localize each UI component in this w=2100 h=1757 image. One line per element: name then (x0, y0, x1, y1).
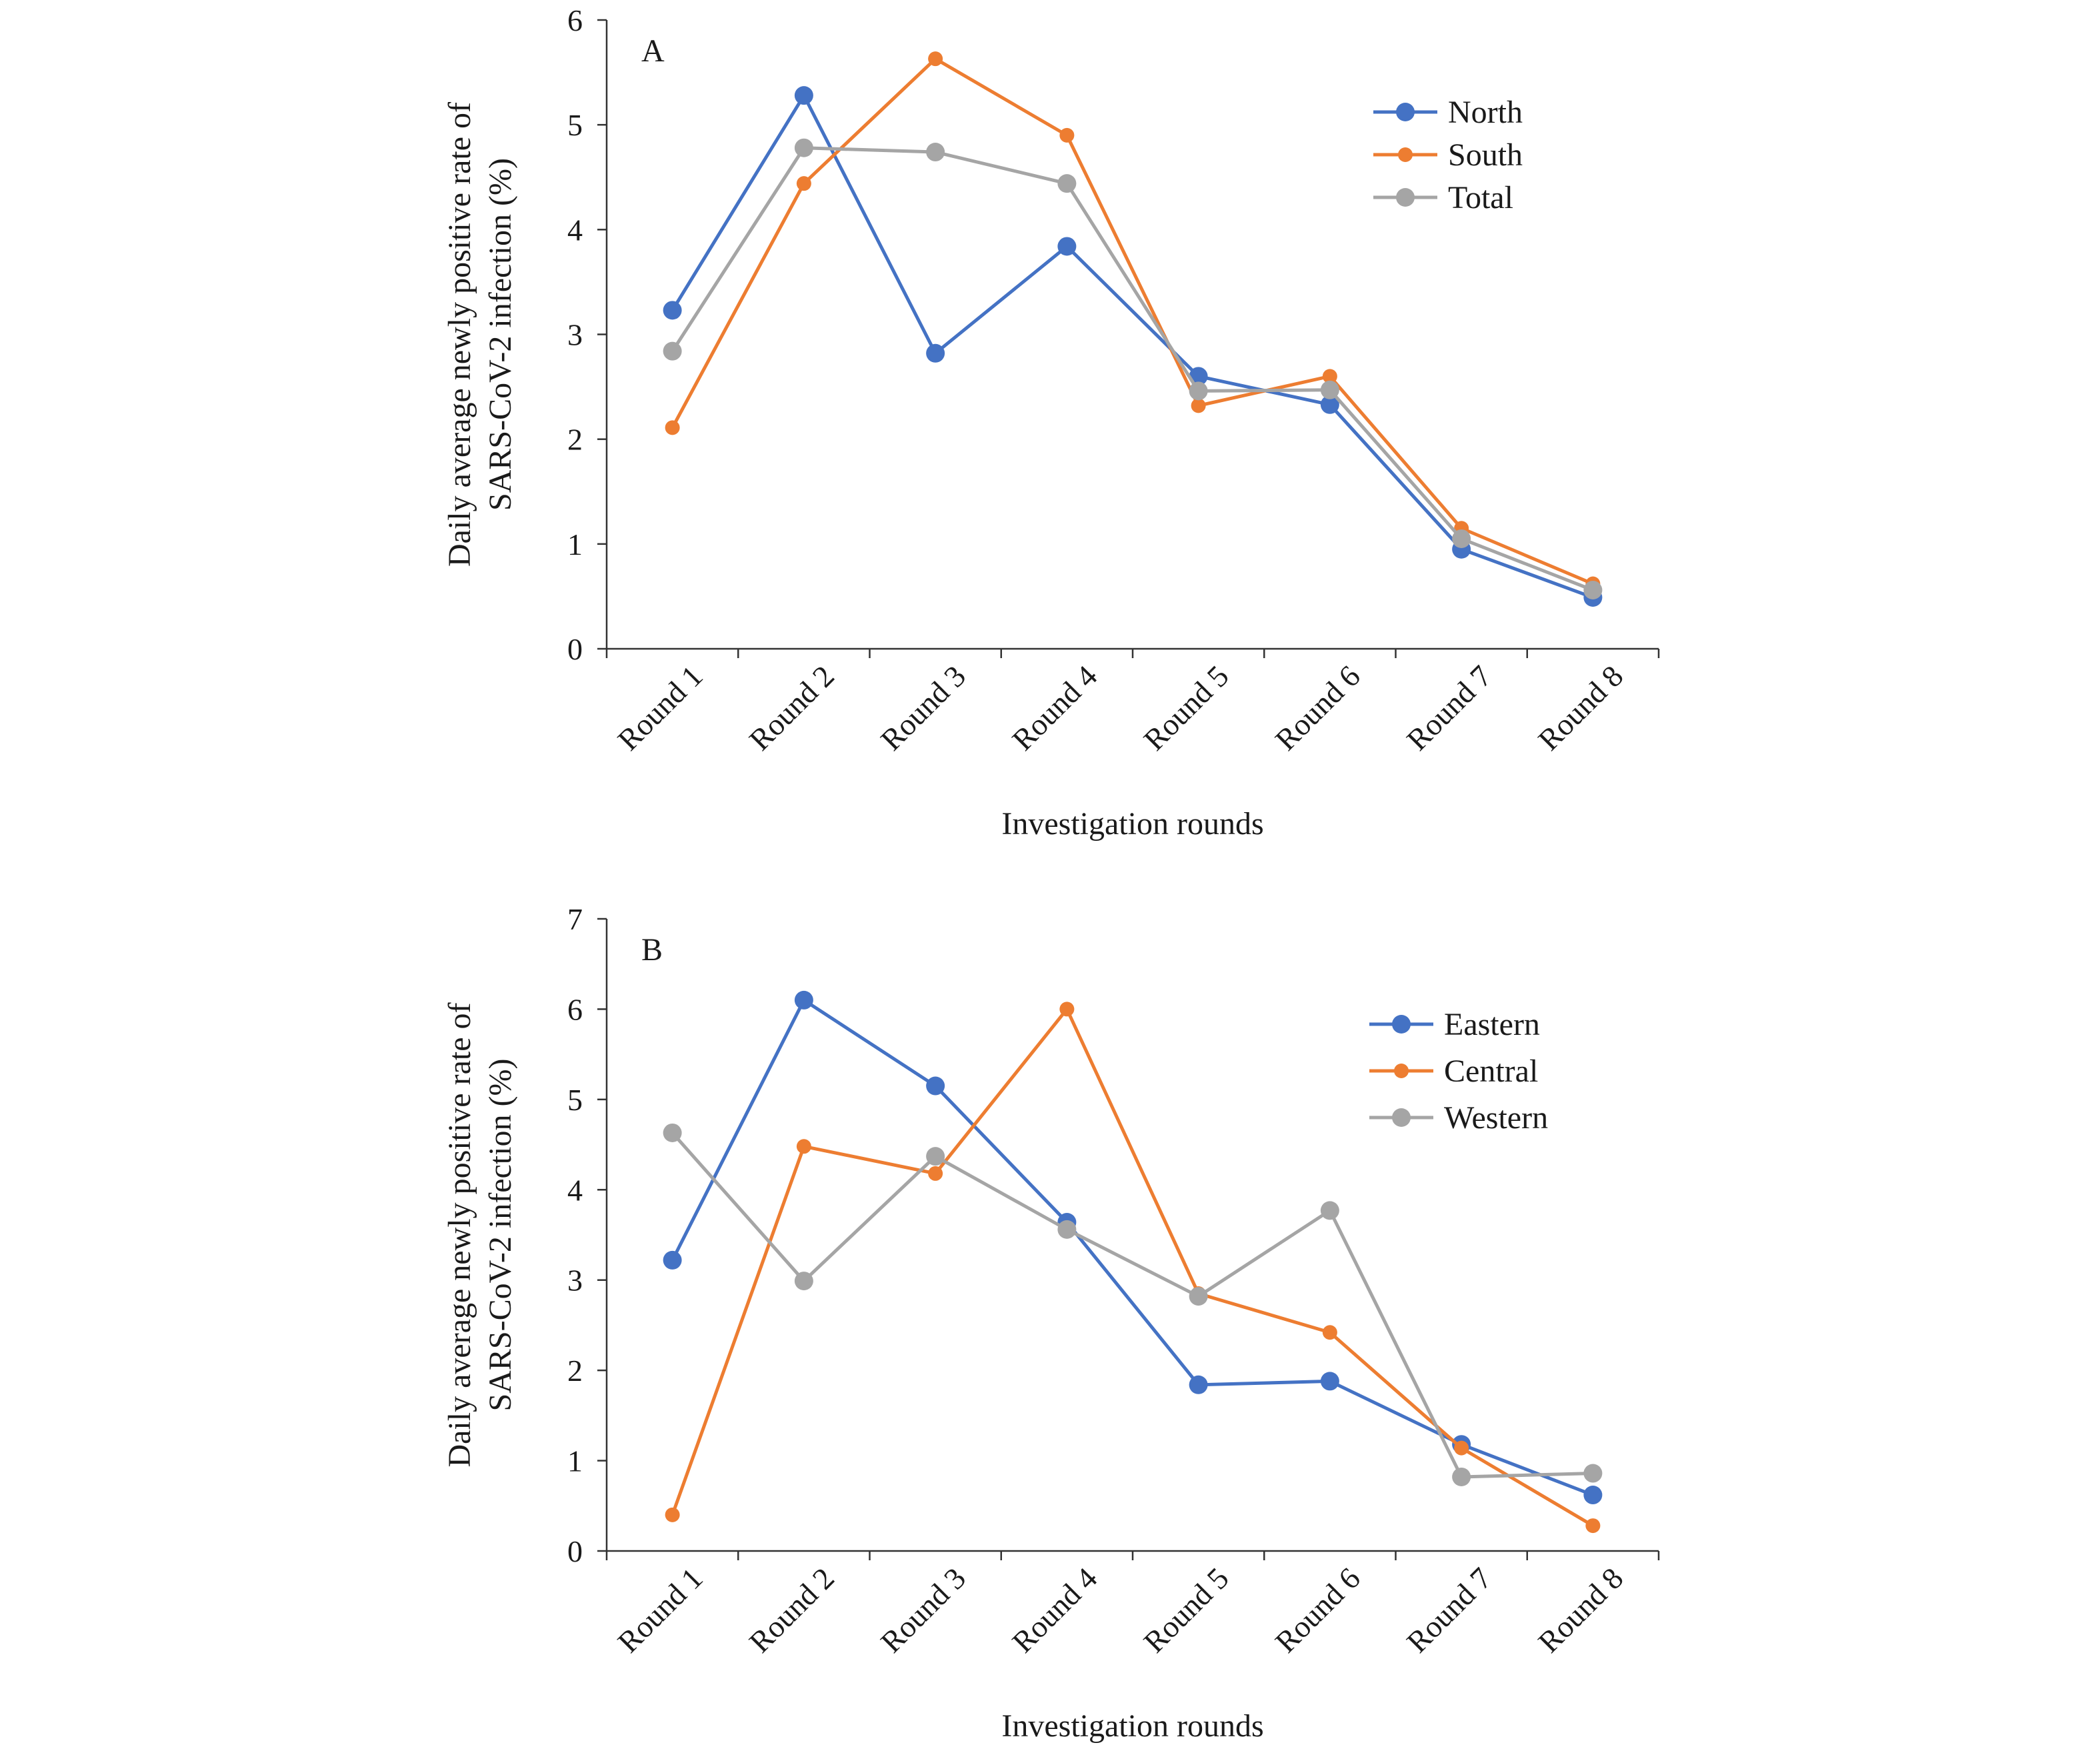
y-tick-label: 4 (567, 1173, 583, 1207)
legend-swatch-marker (1398, 147, 1413, 162)
legend: North South Total (1373, 95, 1523, 215)
data-point-central (1322, 1325, 1337, 1340)
data-point-south (1191, 398, 1206, 413)
data-point-eastern (1320, 1372, 1339, 1391)
y-axis-title-line2: SARS-CoV-2 infection (%) (483, 1059, 518, 1412)
series-line-total (671, 146, 1594, 592)
series-line-north (671, 93, 1594, 599)
series-line-south (671, 57, 1594, 585)
y-axis-title-line1: Daily average newly positive rate of (442, 102, 477, 567)
data-point-south (1059, 127, 1075, 143)
data-point-total (663, 341, 682, 361)
y-tick-label: 7 (567, 902, 583, 936)
data-point-south (665, 420, 680, 435)
data-point-north (1320, 395, 1339, 414)
data-point-eastern (1583, 1486, 1603, 1505)
legend-swatch-marker (1396, 103, 1415, 121)
data-point-eastern (794, 990, 813, 1010)
data-point-western (926, 1147, 945, 1166)
panel-label: B (641, 932, 663, 968)
data-point-north (926, 343, 945, 363)
data-point-total (926, 143, 945, 162)
legend-label-central: Central (1444, 1054, 1538, 1089)
data-point-total (794, 138, 813, 157)
y-tick-label: 1 (567, 1444, 583, 1478)
y-tick-label: 0 (567, 1534, 583, 1568)
x-axis-title: Investigation rounds (1001, 1708, 1263, 1744)
y-axis-title-line2: SARS-CoV-2 infection (%) (483, 158, 518, 511)
data-point-north (794, 86, 813, 105)
y-tick-label: 4 (567, 213, 583, 247)
legend-label-western: Western (1444, 1100, 1548, 1136)
y-tick-label: 0 (567, 632, 583, 666)
legend-label-north: North (1448, 95, 1523, 130)
data-point-eastern (1189, 1375, 1208, 1394)
data-point-central (1454, 1440, 1469, 1456)
data-point-total (1189, 381, 1208, 401)
data-point-south (1322, 369, 1337, 384)
data-point-total (1320, 380, 1339, 399)
legend-label-total: Total (1448, 180, 1513, 215)
data-point-central (665, 1507, 680, 1522)
y-tick-label: 6 (567, 3, 583, 37)
data-point-eastern (926, 1076, 945, 1096)
panel-label: A (641, 33, 665, 69)
y-tick-label: 5 (567, 108, 583, 142)
y-tick-label: 6 (567, 992, 583, 1026)
data-point-total (1452, 529, 1471, 548)
y-tick-label: 3 (567, 318, 583, 352)
y-tick-label: 3 (567, 1264, 583, 1298)
data-point-central (1585, 1518, 1601, 1534)
data-point-central (1059, 1002, 1075, 1017)
legend-swatch-marker (1392, 1015, 1411, 1034)
data-point-western (1057, 1220, 1077, 1239)
y-axis-title-line1: Daily average newly positive rate of (442, 1002, 477, 1467)
data-point-eastern (663, 1250, 682, 1270)
data-point-western (794, 1272, 813, 1291)
data-point-total (1583, 580, 1603, 599)
data-point-western (1189, 1287, 1208, 1306)
y-tick-label: 2 (567, 1354, 583, 1388)
legend-swatch-marker (1396, 188, 1415, 207)
legend: Eastern Central Western (1369, 1007, 1548, 1136)
data-point-western (1320, 1201, 1339, 1220)
y-tick-label: 1 (567, 527, 583, 561)
data-point-western (663, 1123, 682, 1142)
legend-label-eastern: Eastern (1444, 1007, 1540, 1042)
y-tick-label: 2 (567, 423, 583, 457)
data-point-north (1057, 237, 1077, 256)
data-point-central (928, 1166, 943, 1181)
legend-swatch-marker (1394, 1064, 1409, 1078)
data-point-total (1057, 174, 1077, 193)
data-point-south (928, 51, 943, 67)
data-point-north (663, 301, 682, 320)
y-tick-label: 5 (567, 1083, 583, 1117)
legend-swatch-marker (1392, 1108, 1411, 1127)
series-line-western (671, 1132, 1593, 1479)
data-point-central (796, 1139, 811, 1154)
data-point-western (1452, 1467, 1471, 1486)
legend-label-south: South (1448, 137, 1523, 173)
x-axis-title: Investigation rounds (1001, 806, 1263, 841)
data-point-south (796, 176, 811, 191)
data-point-western (1583, 1464, 1603, 1483)
